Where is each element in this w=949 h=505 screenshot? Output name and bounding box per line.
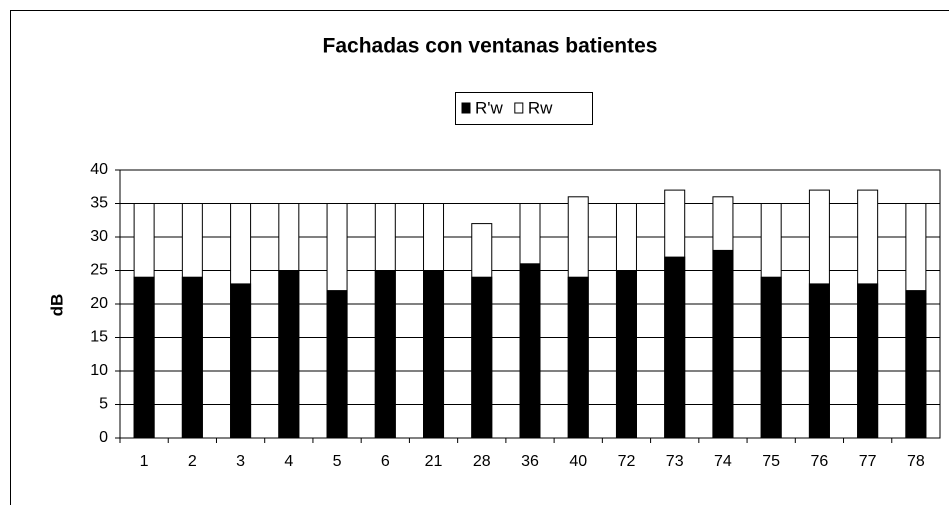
x-tick-label: 36 bbox=[521, 453, 539, 470]
bar bbox=[133, 276, 155, 439]
x-tick-label: 72 bbox=[618, 453, 636, 470]
x-tick-label: 4 bbox=[284, 453, 293, 470]
bar bbox=[615, 270, 637, 439]
y-tick-label: 15 bbox=[90, 329, 108, 346]
x-tick-label: 5 bbox=[333, 453, 342, 470]
bar bbox=[857, 283, 879, 439]
x-tick-label: 40 bbox=[569, 453, 587, 470]
chart-title: Fachadas con ventanas batientes bbox=[323, 35, 658, 58]
bar bbox=[471, 276, 493, 439]
x-tick-label: 74 bbox=[714, 453, 732, 470]
bar bbox=[808, 283, 830, 439]
bar bbox=[374, 270, 396, 439]
legend-label: R'w bbox=[475, 98, 504, 117]
y-tick-label: 30 bbox=[90, 228, 108, 245]
bar bbox=[567, 276, 589, 439]
legend-marker bbox=[461, 102, 471, 114]
legend-box bbox=[455, 92, 593, 125]
y-tick-label: 40 bbox=[90, 161, 108, 178]
x-tick-label: 2 bbox=[188, 453, 197, 470]
x-tick-label: 3 bbox=[236, 453, 245, 470]
plot-border bbox=[119, 169, 941, 439]
x-tick-label: 28 bbox=[473, 453, 491, 470]
y-tick-label: 10 bbox=[90, 362, 108, 379]
bar bbox=[326, 290, 348, 439]
bar bbox=[181, 276, 203, 439]
bar bbox=[905, 290, 927, 439]
y-tick-label: 35 bbox=[90, 195, 108, 212]
bar bbox=[423, 270, 445, 439]
x-tick-label: 75 bbox=[762, 453, 780, 470]
bar bbox=[519, 263, 541, 439]
bar bbox=[712, 249, 734, 439]
legend-marker bbox=[514, 102, 524, 114]
y-tick-label: 20 bbox=[90, 295, 108, 312]
y-axis-label: dB bbox=[47, 294, 66, 317]
x-tick-label: 1 bbox=[140, 453, 149, 470]
x-tick-label: 73 bbox=[666, 453, 684, 470]
bar bbox=[278, 270, 300, 439]
bar bbox=[664, 256, 686, 439]
x-tick-label: 21 bbox=[425, 453, 443, 470]
bar bbox=[230, 283, 252, 439]
x-tick-label: 76 bbox=[811, 453, 829, 470]
y-tick-label: 5 bbox=[99, 396, 108, 413]
x-tick-label: 78 bbox=[907, 453, 925, 470]
y-tick-label: 25 bbox=[90, 262, 108, 279]
x-tick-label: 77 bbox=[859, 453, 877, 470]
legend-label: Rw bbox=[528, 98, 553, 117]
x-tick-label: 6 bbox=[381, 453, 390, 470]
y-tick-label: 0 bbox=[99, 429, 108, 446]
bar bbox=[760, 276, 782, 439]
